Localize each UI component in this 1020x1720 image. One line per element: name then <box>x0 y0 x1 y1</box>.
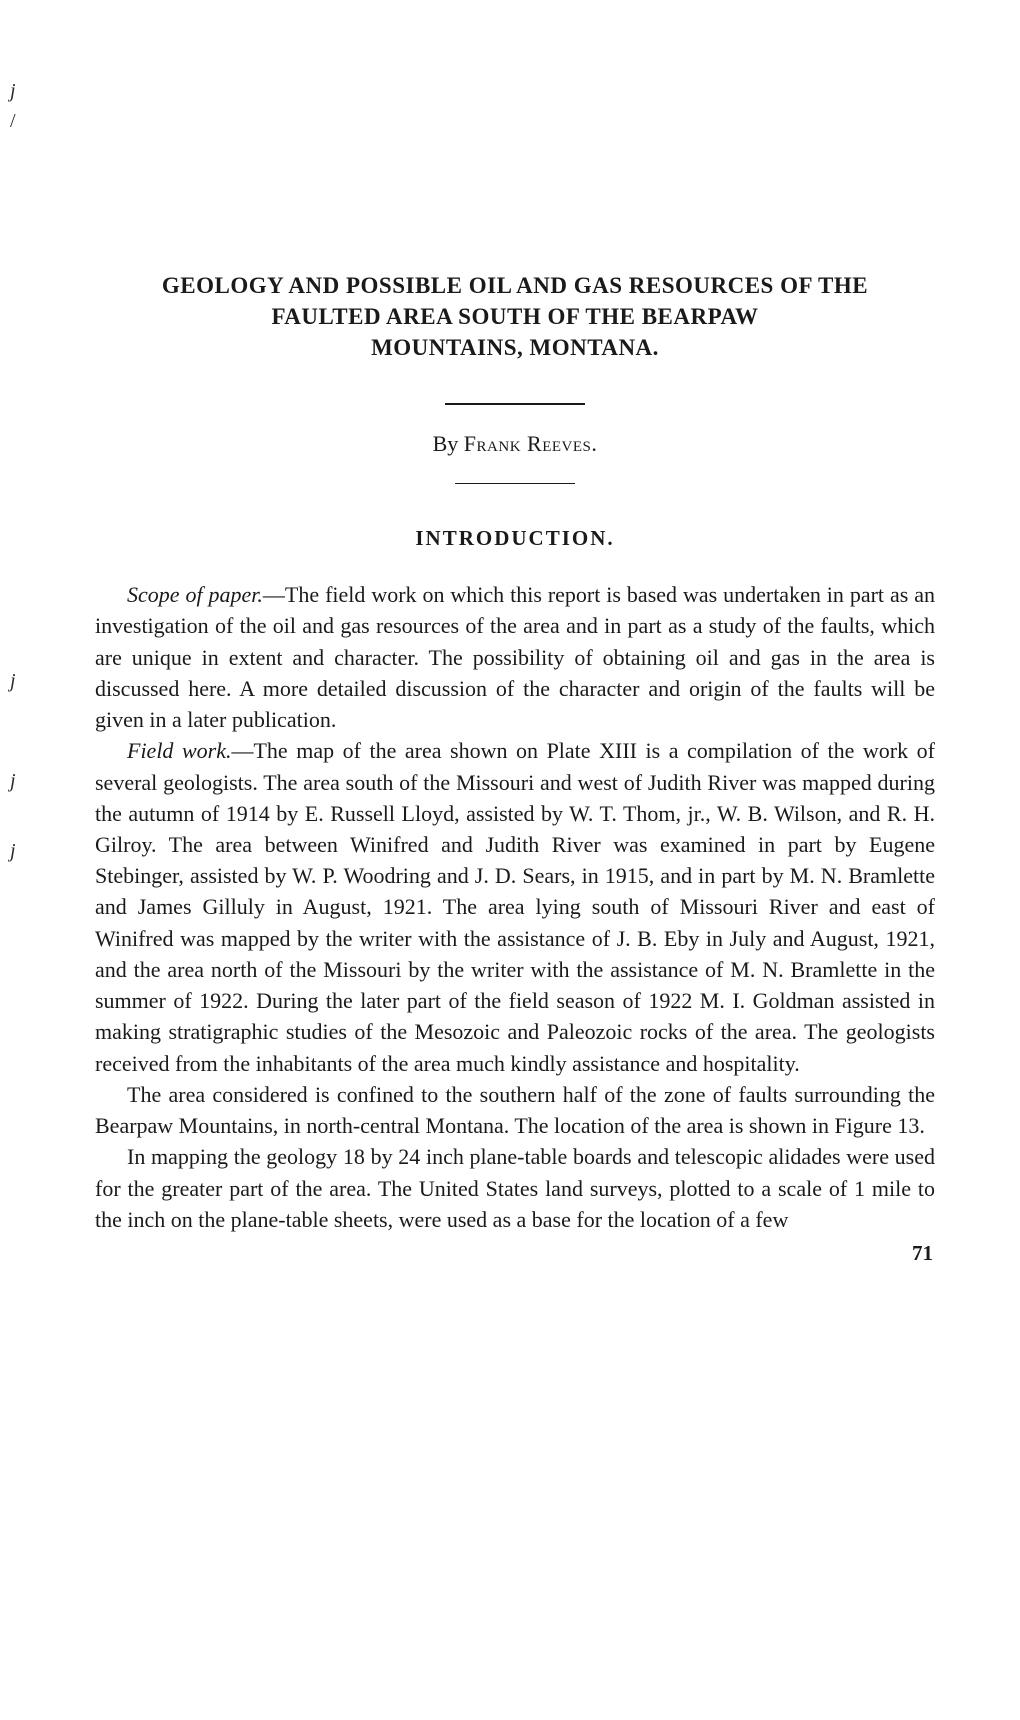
margin-mark: j <box>10 80 16 103</box>
section-heading: INTRODUCTION. <box>95 526 935 551</box>
margin-mark: j <box>10 840 16 863</box>
horizontal-rule <box>455 483 575 485</box>
horizontal-rule <box>445 403 585 405</box>
title-line-3: MOUNTAINS, MONTANA. <box>371 335 659 360</box>
paragraph-2: Field work.—The map of the area shown on… <box>95 735 935 1079</box>
author-by: By <box>433 431 464 456</box>
paragraph-3: The area considered is confined to the s… <box>95 1079 935 1141</box>
paragraph-4: In mapping the geology 18 by 24 inch pla… <box>95 1141 935 1235</box>
run-in-heading: Field work. <box>127 738 231 763</box>
run-in-heading: Scope of paper. <box>127 582 263 607</box>
margin-mark: j <box>10 770 16 793</box>
body-text: Scope of paper.—The field work on which … <box>95 579 935 1235</box>
document-title: GEOLOGY AND POSSIBLE OIL AND GAS RESOURC… <box>95 270 935 363</box>
author-line: By Frank Reeves. <box>95 431 935 457</box>
document-page: GEOLOGY AND POSSIBLE OIL AND GAS RESOURC… <box>0 0 1020 1346</box>
author-name: Frank Reeves. <box>464 431 598 456</box>
page-number: 71 <box>95 1241 935 1266</box>
paragraph-text: —The map of the area shown on Plate XIII… <box>95 738 935 1075</box>
title-line-1: GEOLOGY AND POSSIBLE OIL AND GAS RESOURC… <box>162 273 868 298</box>
margin-mark: / <box>10 110 16 133</box>
paragraph-1: Scope of paper.—The field work on which … <box>95 579 935 735</box>
title-line-2: FAULTED AREA SOUTH OF THE BEARPAW <box>271 304 758 329</box>
margin-mark: j <box>10 670 16 693</box>
